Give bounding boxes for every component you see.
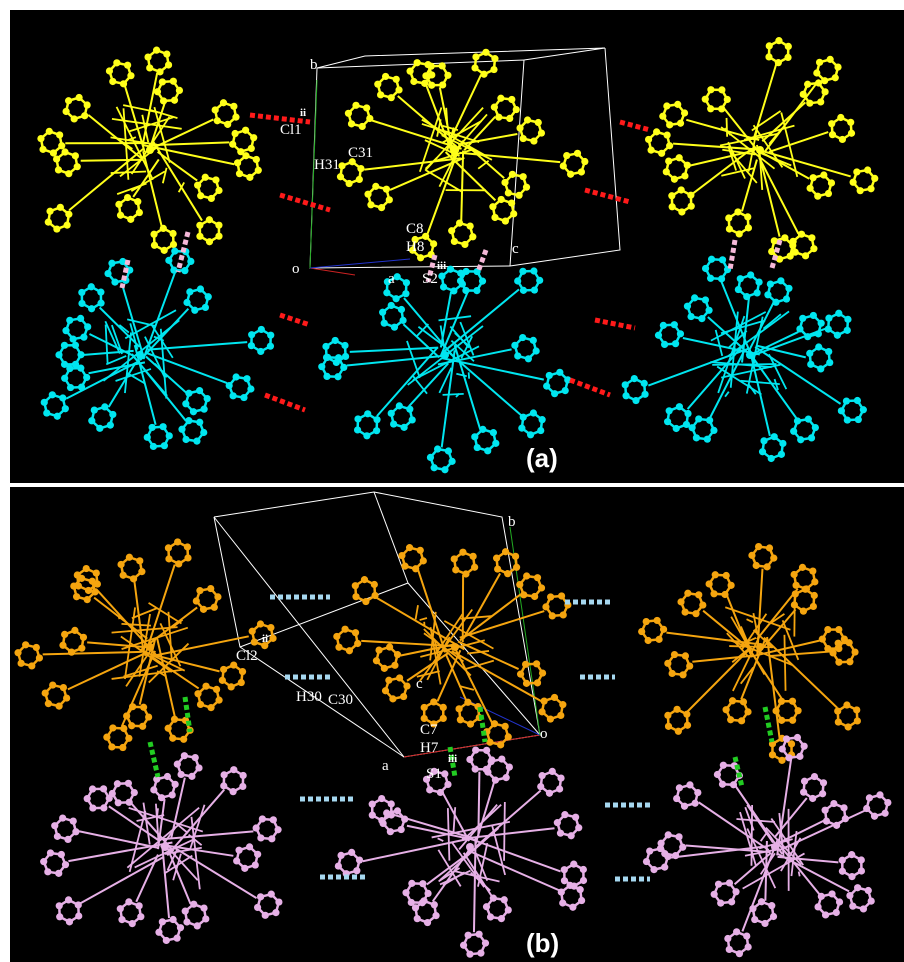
contact-vertical-b-1 bbox=[182, 696, 193, 733]
atom-label-c8: C8 bbox=[406, 221, 424, 237]
molecules-a bbox=[37, 37, 879, 474]
axis-o-label-a: o bbox=[292, 261, 300, 277]
panel-a: b o a c Cl1 ii H31 C31 C8 H8 S2 iii (a) bbox=[10, 10, 904, 483]
molecules-b bbox=[14, 538, 892, 958]
axis-c-label-a: c bbox=[512, 241, 519, 257]
molecule-upper-b-1 bbox=[14, 538, 277, 752]
molecule-upper-b-3 bbox=[638, 543, 861, 764]
contact-vertical-a-2 bbox=[175, 231, 191, 273]
contact-horizontal-a-2 bbox=[279, 192, 331, 213]
contact-vertical-b-6 bbox=[732, 756, 745, 788]
contact-vertical-a-3 bbox=[425, 254, 438, 283]
contacts-a bbox=[119, 112, 783, 413]
contact-vertical-b-5 bbox=[762, 706, 775, 743]
contact-vertical-b-2 bbox=[147, 741, 161, 778]
axis-b-label-b: b bbox=[508, 514, 516, 530]
atom-label-cl1-sup: ii bbox=[300, 107, 307, 119]
atom-label-h7: H7 bbox=[420, 740, 439, 756]
contact-vertical-a-4 bbox=[475, 249, 489, 273]
contact-vertical-b-3 bbox=[477, 706, 488, 743]
axis-c-label-b: c bbox=[416, 676, 423, 692]
packing-diagram-a bbox=[37, 37, 879, 474]
axis-a-label-b: a bbox=[382, 758, 389, 774]
atom-label-c31: C31 bbox=[348, 145, 374, 161]
contact-horizontal-a-8 bbox=[594, 317, 636, 331]
contact-vertical-b-4 bbox=[447, 746, 458, 778]
atom-label-h31: H31 bbox=[314, 157, 340, 173]
atom-label-cl2-sup: ii bbox=[262, 633, 269, 645]
molecule-lower-b-1 bbox=[40, 752, 283, 945]
contact-horizontal-a-4 bbox=[619, 119, 651, 133]
atom-label-s2-sup: iii bbox=[437, 260, 447, 272]
molecule-upper-b-2 bbox=[333, 544, 572, 749]
atom-label-cl2: Cl2 bbox=[236, 648, 258, 664]
panel-label-a: (a) bbox=[526, 443, 558, 473]
molecule-upper-a-1 bbox=[37, 46, 262, 254]
atom-label-h30: H30 bbox=[296, 689, 322, 705]
axis-b-label-a: b bbox=[310, 57, 318, 73]
molecule-lower-b-3 bbox=[642, 733, 892, 958]
contact-vertical-a-6 bbox=[769, 239, 783, 269]
contact-vertical-a-1 bbox=[119, 259, 131, 289]
panel-b: b o a c Cl2 ii H30 C30 C7 H7 S1 iii (b) bbox=[10, 487, 904, 962]
molecule-upper-a-3 bbox=[644, 37, 879, 263]
molecule-lower-b-2 bbox=[334, 746, 588, 958]
axis-a-label-a: a bbox=[388, 271, 395, 287]
packing-diagram-b bbox=[14, 491, 892, 958]
atom-label-s1-sup: iii bbox=[448, 753, 458, 765]
contact-vertical-a-5 bbox=[727, 239, 738, 271]
atom-label-cl1: Cl1 bbox=[280, 122, 302, 138]
contact-horizontal-a-6 bbox=[264, 392, 306, 413]
molecule-lower-a-1 bbox=[40, 247, 275, 451]
contact-horizontal-a-1 bbox=[249, 112, 311, 125]
axis-o-label-b: o bbox=[540, 726, 548, 742]
unit-cell-a bbox=[309, 47, 621, 276]
contact-horizontal-a-3 bbox=[584, 187, 631, 205]
atom-label-s2: S2 bbox=[422, 271, 438, 287]
molecule-lower-a-2 bbox=[318, 265, 572, 474]
atom-label-c30: C30 bbox=[328, 692, 354, 708]
contacts-b bbox=[147, 594, 775, 882]
atom-label-s1: S1 bbox=[426, 766, 442, 782]
contact-horizontal-a-7 bbox=[569, 377, 611, 398]
atom-label-h8: H8 bbox=[406, 239, 425, 255]
contact-horizontal-a-5 bbox=[279, 312, 311, 328]
molecule-upper-a-2 bbox=[336, 48, 589, 262]
atom-label-c7: C7 bbox=[420, 722, 438, 738]
panel-label-b: (b) bbox=[526, 928, 560, 958]
molecule-lower-a-3 bbox=[621, 255, 867, 463]
